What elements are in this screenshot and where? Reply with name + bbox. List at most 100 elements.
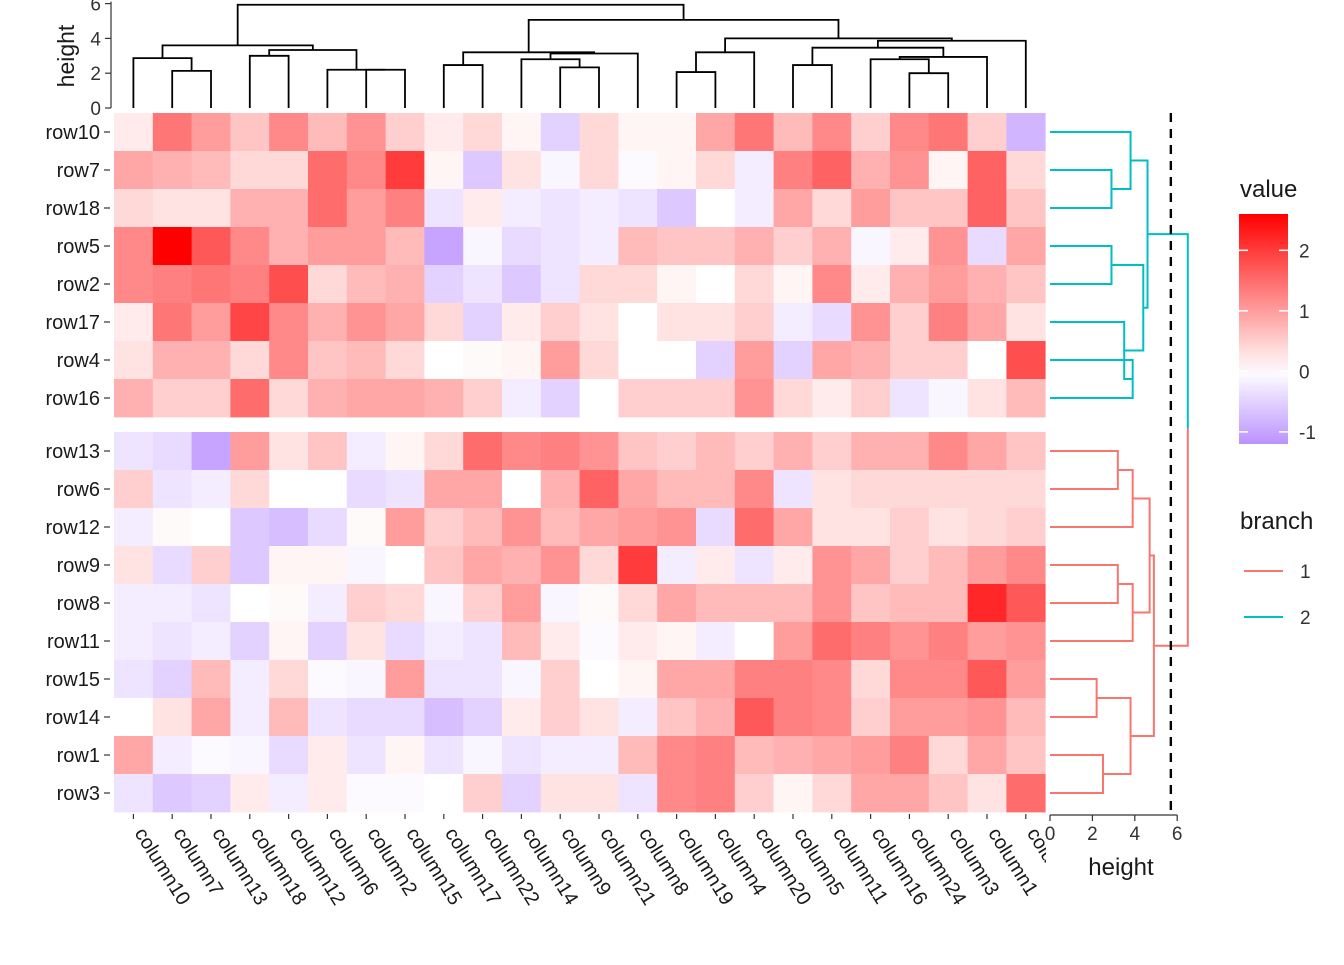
heatmap-cell [152, 265, 192, 304]
heatmap-cell [269, 698, 309, 737]
heatmap-cell [812, 470, 852, 509]
heatmap-cell [152, 341, 192, 380]
heatmap-cell [1006, 546, 1046, 585]
heatmap-cell [540, 432, 580, 471]
heatmap-cell [502, 265, 542, 304]
heatmap-cell [191, 584, 231, 623]
heatmap-cell [191, 341, 231, 380]
heatmap-cell [1006, 774, 1046, 813]
heatmap-cell [502, 660, 542, 699]
heatmap-cell [191, 508, 231, 547]
heatmap-cell [346, 508, 386, 547]
heatmap-cell [1006, 303, 1046, 342]
heatmap-cell [540, 113, 580, 152]
heatmap-cell [734, 774, 774, 813]
heatmap-cell [269, 379, 309, 418]
heatmap-cell [618, 113, 658, 152]
dendrogram-branch [1096, 697, 1132, 775]
heatmap-cell [230, 546, 270, 585]
dendrogram-branch [248, 54, 290, 108]
heatmap-cell [463, 508, 503, 547]
heatmap-cell [812, 189, 852, 228]
heatmap-cell [579, 622, 619, 661]
heatmap-cell [890, 508, 930, 547]
heatmap-cell [812, 341, 852, 380]
heatmap-cell [191, 151, 231, 190]
heatmap-cell [540, 622, 580, 661]
heatmap-cell [579, 113, 619, 152]
heatmap-cell [152, 470, 192, 509]
dendrogram-branch [869, 58, 930, 108]
heatmap-cell [463, 265, 503, 304]
heatmap-cell [385, 151, 425, 190]
heatmap-cell [657, 113, 697, 152]
row-label: row16 [46, 388, 100, 410]
heatmap-cell [308, 303, 348, 342]
legend-tick-label: 0 [1299, 362, 1310, 383]
dendrogram-branch [442, 64, 484, 108]
color-legend-bar [1239, 214, 1288, 444]
dendrogram-branch [161, 44, 314, 59]
heatmap-cell [773, 379, 813, 418]
dendrogram-branch [326, 68, 386, 108]
heatmap-cell [385, 189, 425, 228]
heatmap-cell [230, 584, 270, 623]
right-axis-title: height [1088, 854, 1154, 881]
heatmap-cell [657, 736, 697, 775]
heatmap-cell [773, 189, 813, 228]
heatmap-cell [812, 303, 852, 342]
heatmap-cell [696, 432, 736, 471]
heatmap-cell [890, 379, 930, 418]
heatmap-cell [191, 774, 231, 813]
heatmap-cell [502, 303, 542, 342]
heatmap-cell [696, 508, 736, 547]
heatmap-cell [928, 151, 968, 190]
heatmap-cell [424, 151, 464, 190]
heatmap-cell [502, 622, 542, 661]
heatmap-cell [152, 303, 192, 342]
row-label: row17 [46, 312, 100, 334]
row-label: row3 [57, 783, 100, 805]
heatmap-cell [463, 546, 503, 585]
top-axis-tick-label: 0 [90, 99, 101, 120]
heatmap-cell [230, 379, 270, 418]
heatmap-cell [308, 265, 348, 304]
heatmap-cell [308, 227, 348, 266]
row-label: row15 [46, 669, 100, 691]
heatmap-cell [579, 265, 619, 304]
heatmap-cell [269, 341, 309, 380]
heatmap-cell [890, 698, 930, 737]
dendrogram-root-branch [1153, 428, 1189, 647]
heatmap-cell [579, 546, 619, 585]
heatmap-cell [114, 698, 154, 737]
heatmap-cell [890, 622, 930, 661]
row-label: row13 [46, 441, 100, 463]
heatmap-cell [851, 189, 891, 228]
heatmap-cell [152, 736, 192, 775]
heatmap-cell [114, 151, 154, 190]
heatmap-cell [114, 379, 154, 418]
heatmap-cell [191, 379, 231, 418]
heatmap-cell [269, 774, 309, 813]
heatmap-cell [502, 227, 542, 266]
top-axis-tick-label: 2 [90, 64, 101, 85]
heatmap-cell [967, 379, 1007, 418]
heatmap-cell [540, 470, 580, 509]
heatmap-cell [463, 303, 503, 342]
heatmap-cell [114, 584, 154, 623]
heatmap-cell [928, 227, 968, 266]
heatmap-cell [463, 736, 503, 775]
heatmap-cell [463, 189, 503, 228]
heatmap-cell [191, 660, 231, 699]
heatmap-cell [851, 774, 891, 813]
dendrogram-branch [1050, 131, 1132, 190]
heatmap-cell [890, 227, 930, 266]
heatmap-cell [114, 303, 154, 342]
heatmap-cell [114, 189, 154, 228]
heatmap-cell [618, 774, 658, 813]
heatmap-cell [928, 546, 968, 585]
heatmap-cell [191, 432, 231, 471]
heatmap-cell [890, 303, 930, 342]
dendrogram-branch [1050, 583, 1134, 642]
heatmap-cell [812, 265, 852, 304]
